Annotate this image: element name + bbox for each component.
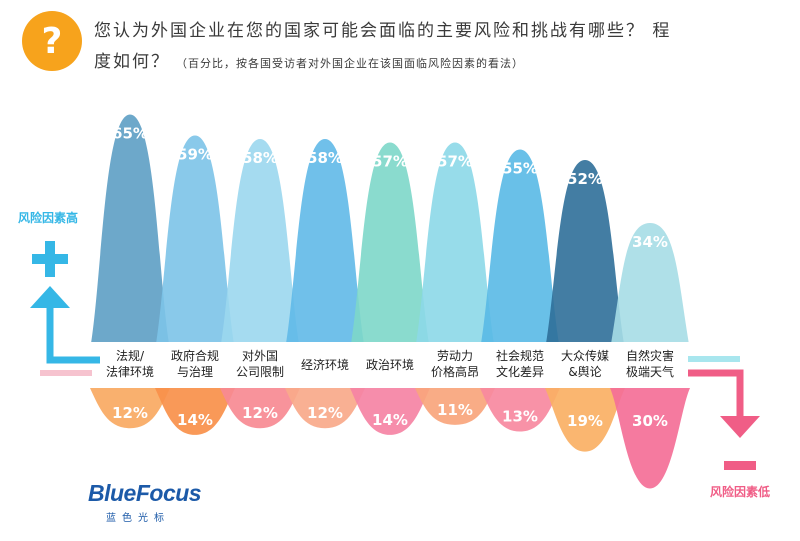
- up-arrow-icon: [30, 286, 70, 308]
- high-risk-bar: [350, 142, 430, 350]
- high-risk-bar: [155, 135, 235, 350]
- low-risk-value-label: 13%: [502, 408, 538, 426]
- category-label: 大众传媒: [561, 348, 609, 363]
- category-label: 公司限制: [236, 365, 284, 379]
- low-risk-bar: [155, 388, 235, 435]
- low-risk-bar: [220, 388, 300, 429]
- high-risk-bar: [480, 149, 560, 350]
- low-risk-value-label: 14%: [177, 411, 213, 429]
- category-label: 价格高昂: [431, 364, 479, 379]
- low-risk-value-label: 14%: [372, 411, 408, 429]
- plus-icon-v: [45, 241, 55, 277]
- chart-subtitle: （百分比，按各国受访者对外国企业在该国面临风险因素的看法）: [176, 57, 524, 70]
- category-label: 社会规范: [496, 348, 544, 363]
- low-risk-value-label: 11%: [437, 401, 473, 419]
- high-guide-line: [46, 306, 100, 364]
- low-risk-value-label: 12%: [242, 404, 278, 422]
- low-risk-value-label: 30%: [632, 412, 668, 430]
- high-risk-bar: [545, 160, 625, 350]
- high-risk-value-label: 65%: [112, 125, 148, 143]
- question-icon-circle: [22, 11, 82, 71]
- chart-title-line-2: 度如何？: [94, 52, 170, 72]
- chart-title-line-2-wrap: 度如何？ （百分比，按各国受访者对外国企业在该国面临风险因素的看法）: [94, 47, 524, 72]
- question-mark: ?: [42, 21, 63, 62]
- low-risk-bar: [415, 388, 495, 425]
- low-risk-value-label: 19%: [567, 412, 603, 430]
- category-label: 劳动力: [437, 349, 473, 363]
- low-risk-label: 风险因素低: [710, 484, 770, 499]
- low-guide-line: [688, 369, 744, 418]
- logo-sub-text: 蓝色光标: [106, 513, 170, 524]
- high-risk-bar: [415, 142, 495, 350]
- high-risk-value-label: 57%: [372, 153, 408, 171]
- category-label: 经济环境: [301, 357, 349, 372]
- category-label: &舆论: [568, 364, 601, 379]
- high-risk-value-label: 55%: [502, 160, 538, 178]
- high-risk-bar: [220, 139, 300, 350]
- category-label: 文化差异: [496, 364, 544, 379]
- high-risk-bar: [90, 114, 170, 350]
- high-risk-bar: [610, 223, 690, 350]
- low-risk-bar: [545, 388, 625, 452]
- category-label: 与治理: [177, 365, 213, 379]
- low-risk-value-label: 12%: [112, 404, 148, 422]
- high-risk-value-label: 58%: [307, 149, 343, 167]
- down-arrow-icon: [720, 416, 760, 438]
- low-risk-bar: [90, 388, 170, 429]
- high-risk-value-label: 52%: [567, 170, 603, 188]
- low-risk-bar: [480, 388, 560, 432]
- low-risk-value-label: 12%: [307, 404, 343, 422]
- logo-main-text: BlueFocus: [88, 480, 202, 506]
- high-risk-value-label: 58%: [242, 149, 278, 167]
- question-icon: ?: [22, 11, 82, 71]
- chart-title-line-1: 您认为外国企业在您的国家可能会面临的主要风险和挑战有哪些？ 程: [94, 21, 672, 41]
- category-label: 自然灾害: [626, 348, 674, 363]
- category-label: 法规/: [116, 348, 145, 363]
- minus-icon: [724, 461, 756, 470]
- low-risk-bar: [350, 388, 430, 435]
- high-risk-bar: [285, 139, 365, 350]
- high-risk-value-label: 57%: [437, 153, 473, 171]
- category-label: 极端天气: [626, 364, 674, 379]
- low-risk-bar: [285, 388, 365, 429]
- low-guide-left: [40, 370, 92, 376]
- category-label: 法律环境: [106, 364, 154, 379]
- high-risk-label: 风险因素高: [18, 210, 78, 225]
- category-band: [84, 342, 696, 388]
- bluefocus-logo: BlueFocus 蓝色光标: [88, 480, 202, 524]
- high-risk-value-label: 59%: [177, 146, 213, 164]
- category-label: 政治环境: [366, 357, 414, 372]
- category-label: 政府合规: [171, 348, 219, 363]
- high-risk-value-label: 34%: [632, 233, 668, 251]
- category-label: 对外国: [242, 349, 278, 363]
- low-risk-bar: [610, 388, 690, 489]
- high-guide-right: [688, 356, 740, 362]
- guides: 风险因素高 风险因素低: [18, 210, 770, 499]
